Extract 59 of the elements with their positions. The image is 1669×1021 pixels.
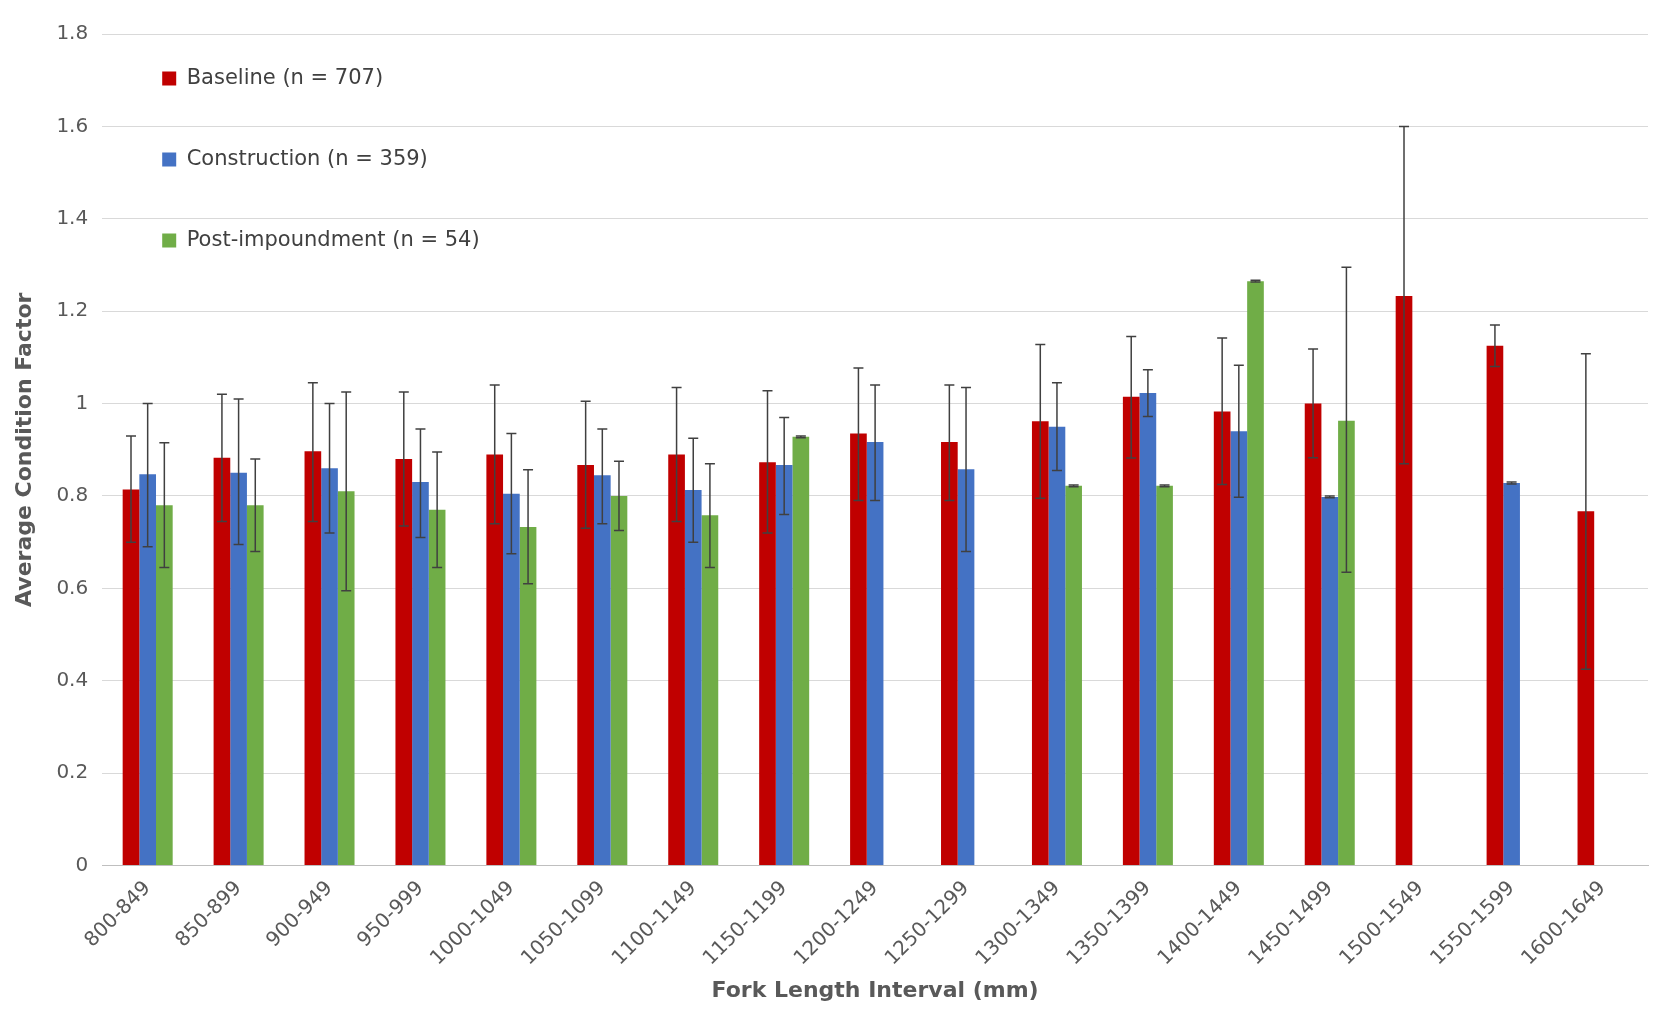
bar bbox=[395, 459, 413, 866]
bar bbox=[156, 505, 173, 866]
bar bbox=[593, 475, 611, 866]
bar bbox=[610, 495, 628, 866]
bar bbox=[337, 491, 355, 866]
y-tick-label: 0.8 bbox=[56, 482, 89, 507]
bar bbox=[122, 489, 140, 866]
bar bbox=[1304, 403, 1322, 866]
y-tick-label: 1.2 bbox=[56, 297, 89, 322]
bar bbox=[775, 465, 793, 866]
bar bbox=[701, 515, 719, 866]
bar bbox=[866, 441, 884, 866]
legend-label: Post-impoundment (n = 54) bbox=[186, 226, 480, 251]
bar bbox=[503, 493, 520, 866]
bar bbox=[1247, 281, 1264, 866]
bar bbox=[1156, 485, 1173, 866]
bar bbox=[577, 465, 594, 866]
bar bbox=[1031, 421, 1049, 866]
y-tick-label: 0.2 bbox=[56, 759, 89, 784]
bar bbox=[850, 433, 867, 866]
bar bbox=[957, 469, 975, 866]
bar bbox=[1213, 411, 1231, 866]
bar bbox=[486, 454, 504, 866]
bar bbox=[1230, 431, 1248, 866]
bar bbox=[519, 526, 537, 866]
bar bbox=[1048, 426, 1066, 866]
legend-label: Baseline (n = 707) bbox=[186, 64, 384, 89]
y-tick-label: 0.4 bbox=[56, 666, 89, 691]
bar bbox=[1503, 483, 1520, 866]
bar bbox=[321, 468, 338, 866]
y-tick-label: 1 bbox=[75, 389, 89, 414]
y-axis-title: Average Condition Factor bbox=[10, 292, 36, 607]
x-axis-title: Fork Length Interval (mm) bbox=[711, 976, 1039, 1002]
bar bbox=[759, 462, 776, 866]
bar bbox=[684, 489, 702, 866]
bar bbox=[213, 457, 231, 866]
y-tick-label: 1.8 bbox=[56, 20, 89, 45]
bar bbox=[412, 482, 429, 866]
bar bbox=[1321, 496, 1339, 866]
bar bbox=[428, 509, 446, 866]
bar bbox=[1139, 392, 1157, 866]
y-tick-label: 0 bbox=[75, 851, 89, 876]
bar bbox=[1486, 345, 1504, 866]
y-tick-label: 1.6 bbox=[56, 112, 89, 137]
bar bbox=[1122, 396, 1140, 866]
bar bbox=[1577, 511, 1595, 866]
bar bbox=[792, 436, 810, 866]
y-tick-label: 0.6 bbox=[56, 574, 89, 599]
bar bbox=[1338, 420, 1355, 866]
bar bbox=[246, 505, 264, 866]
bar bbox=[941, 441, 958, 866]
bar bbox=[230, 472, 247, 866]
legend-label: Construction (n = 359) bbox=[186, 145, 428, 170]
bar bbox=[139, 474, 157, 866]
bar bbox=[668, 454, 685, 866]
bar bbox=[1395, 295, 1413, 866]
bar bbox=[1065, 485, 1082, 866]
bar bbox=[304, 451, 322, 866]
y-tick-label: 1.4 bbox=[56, 204, 89, 229]
